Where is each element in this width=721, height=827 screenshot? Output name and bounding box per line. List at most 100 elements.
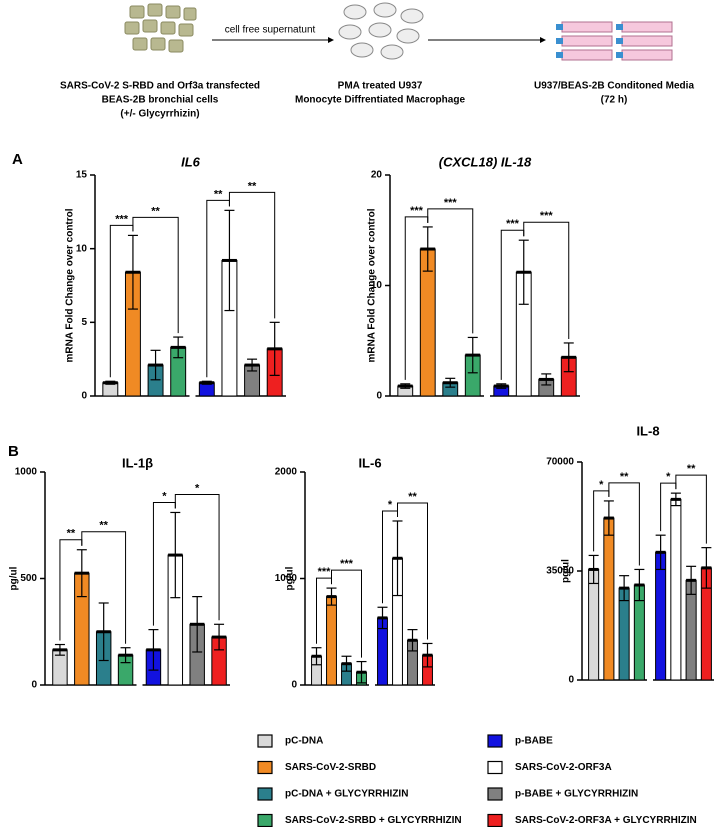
legend-swatch xyxy=(257,760,273,775)
chart-title: (CXCL18) IL-18 xyxy=(439,154,532,169)
error-bar xyxy=(76,549,87,598)
error-bar xyxy=(655,534,666,571)
panel-label: A xyxy=(12,151,23,168)
error-bar xyxy=(445,377,456,388)
bar xyxy=(603,517,615,681)
y-tick-label: 0 xyxy=(568,675,574,686)
error-bar xyxy=(392,520,403,597)
significance-label: ** xyxy=(248,180,257,192)
arrow-head xyxy=(540,37,546,43)
significance-bracket xyxy=(397,502,428,640)
error-bar xyxy=(422,226,433,272)
error-bar xyxy=(269,321,280,376)
significance-label: ** xyxy=(99,520,108,532)
legend-swatch xyxy=(257,787,273,801)
y-tick-label: 2000 xyxy=(275,467,298,478)
legend-label: SARS-CoV-2-SRBD xyxy=(285,762,376,773)
significance-label: *** xyxy=(115,213,129,225)
flask-icon xyxy=(561,21,673,61)
significance-bracket xyxy=(228,191,276,319)
error-bar xyxy=(201,380,212,385)
legend-swatch xyxy=(257,734,273,748)
error-bar xyxy=(150,349,161,381)
panel-label: B xyxy=(8,443,19,460)
error-bar xyxy=(467,336,478,374)
y-tick-label: 20 xyxy=(371,170,383,181)
y-axis-label: mRNA Fold Change over control xyxy=(65,208,76,362)
error-bar xyxy=(148,629,159,671)
significance-bracket xyxy=(675,474,707,544)
significance-label: ** xyxy=(151,205,160,217)
error-bar xyxy=(105,380,116,385)
y-tick-label: 0 xyxy=(31,680,37,691)
error-bar xyxy=(377,606,388,630)
chart-title: IL-8 xyxy=(636,423,659,438)
y-tick-label: 500 xyxy=(20,573,37,584)
significance-label: ** xyxy=(408,491,417,503)
significance-label: ** xyxy=(67,528,76,540)
error-bar xyxy=(173,336,184,359)
significance-label: ** xyxy=(214,188,223,200)
caption: Monocyte Diffrentiated Macrophage xyxy=(295,95,465,106)
y-tick-label: 10 xyxy=(371,280,383,291)
significance-bracket xyxy=(608,482,640,566)
error-bar xyxy=(224,209,235,312)
significance-label: * xyxy=(195,482,200,494)
bar xyxy=(326,596,337,686)
bar xyxy=(588,568,600,681)
error-bar xyxy=(496,383,507,389)
caption: PMA treated U937 xyxy=(338,81,423,92)
significance-bracket xyxy=(331,569,362,658)
legend-label: SARS-CoV-2-ORF3A + GLYCYRRHIZIN xyxy=(515,815,697,826)
significance-label: * xyxy=(388,499,393,511)
y-tick-label: 10 xyxy=(76,243,88,254)
y-tick-label: 0 xyxy=(291,680,297,691)
error-bar xyxy=(670,492,681,507)
legend-label: pC-DNA xyxy=(285,736,323,747)
error-bar xyxy=(619,575,630,602)
bar xyxy=(670,498,682,681)
y-tick-label: 70000 xyxy=(546,457,574,468)
caption: BEAS-2B bronchial cells xyxy=(102,95,219,106)
y-axis-label: mRNA Fold Change over control xyxy=(367,208,378,362)
significance-label: *** xyxy=(540,210,554,222)
legend-label: pC-DNA + GLYCYRRHIZIN xyxy=(285,789,408,800)
y-tick-label: 1000 xyxy=(15,467,38,478)
significance-bracket xyxy=(523,221,570,339)
legend-label: p-BABE + GLYCYRRHIZIN xyxy=(515,789,638,800)
y-tick-label: 15 xyxy=(76,170,88,181)
error-bar xyxy=(407,629,418,652)
legend-swatch xyxy=(257,813,273,827)
error-bar xyxy=(634,568,645,602)
significance-label: *** xyxy=(340,558,354,570)
legend-swatch xyxy=(487,760,503,775)
legend-swatch xyxy=(487,787,503,801)
error-bar xyxy=(54,643,65,656)
bar xyxy=(655,551,667,681)
error-bar xyxy=(170,511,181,599)
error-bar xyxy=(120,647,131,664)
arrow-head xyxy=(328,37,334,43)
significance-label: *** xyxy=(444,197,458,209)
significance-bracket xyxy=(427,208,474,334)
error-bar xyxy=(356,660,367,684)
caption: (72 h) xyxy=(601,95,628,106)
y-axis-label: pg/ul xyxy=(561,559,572,583)
caption: (+/- Glycyrrhizin) xyxy=(120,109,199,120)
significance-label: *** xyxy=(410,205,424,217)
significance-label: *** xyxy=(506,218,520,230)
error-bar xyxy=(247,358,258,372)
error-bar xyxy=(400,383,411,389)
error-bar xyxy=(701,547,712,589)
legend-label: SARS-CoV-2-SRBD + GLYCYRRHIZIN xyxy=(285,815,462,826)
error-bar xyxy=(541,373,552,386)
significance-bracket xyxy=(81,531,127,644)
chart-title: IL-1β xyxy=(122,455,153,470)
y-tick-label: 35000 xyxy=(546,566,574,577)
significance-label: * xyxy=(666,471,671,483)
error-bar xyxy=(686,565,697,595)
y-tick-label: 1000 xyxy=(275,573,298,584)
legend-swatch xyxy=(487,813,503,827)
error-bar xyxy=(518,239,529,305)
